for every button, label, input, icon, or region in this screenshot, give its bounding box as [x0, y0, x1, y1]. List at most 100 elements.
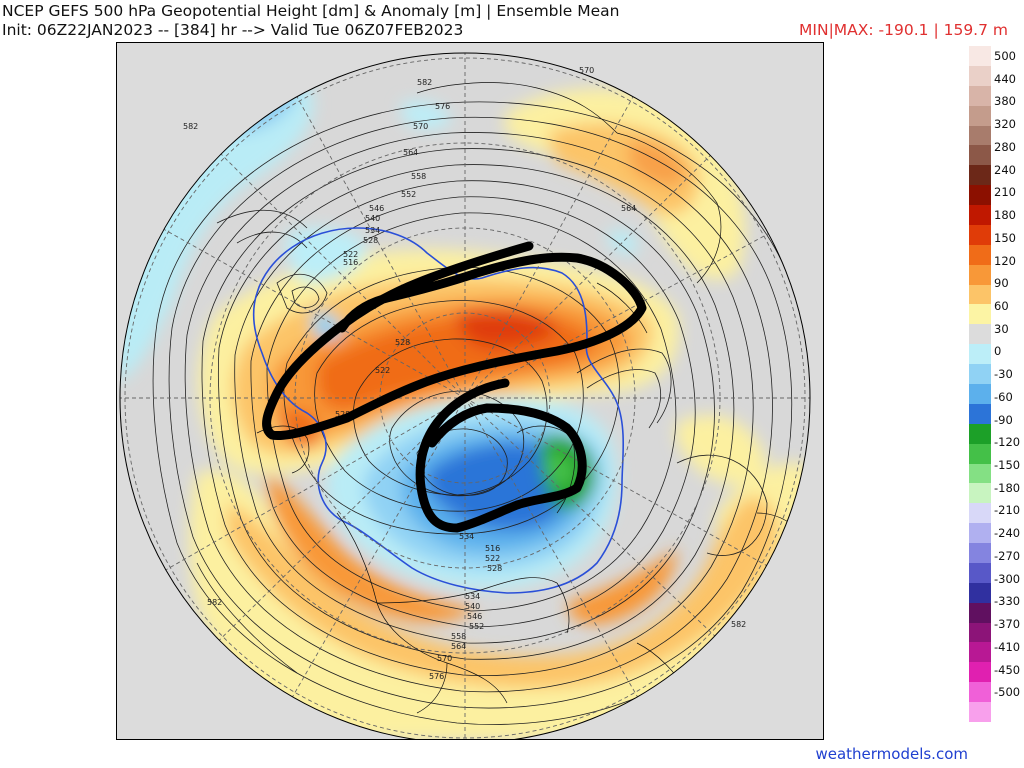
contour-label: 522	[343, 250, 358, 259]
coastlines	[176, 82, 808, 714]
colorbar-label: 210	[994, 185, 1016, 200]
contour-label: 552	[401, 190, 416, 199]
contour-label: 534	[365, 226, 380, 235]
colorbar-label: 320	[994, 117, 1016, 132]
colorbar-label: 440	[994, 71, 1016, 86]
contour-label: 534	[459, 532, 474, 541]
colorbar-swatch	[969, 682, 991, 703]
contour-label: 540	[365, 214, 380, 223]
contour-label: 570	[437, 654, 452, 663]
colorbar-swatch	[969, 562, 991, 584]
colorbar-label: -270	[994, 548, 1021, 563]
anomaly-shading	[120, 64, 810, 739]
colorbar-swatch	[969, 185, 991, 206]
contour-label: 582	[417, 78, 432, 87]
contour-label: 570	[413, 122, 428, 131]
contour-labels: 582 576 570 564 558 552 546 540 534 528 …	[183, 66, 746, 681]
colorbar-label: -450	[994, 662, 1021, 677]
colorbar-swatch	[969, 384, 991, 405]
colorbar-label: 280	[994, 139, 1016, 154]
colorbar-swatch	[969, 622, 991, 643]
colorbar-label: -210	[994, 503, 1021, 518]
colorbar-label: 90	[994, 276, 1009, 291]
colorbar-swatch	[969, 85, 991, 107]
colorbar-swatch	[969, 205, 991, 226]
contour-label: 528	[335, 410, 350, 419]
contour-label: 558	[411, 172, 426, 181]
contour-label: 528	[395, 338, 410, 347]
colorbar-swatch	[969, 503, 991, 524]
contour-label: 516	[485, 544, 500, 553]
contour-label: 558	[451, 632, 466, 641]
colorbar-swatch	[969, 582, 991, 604]
colorbar-swatch	[969, 543, 991, 564]
colorbar-label: 380	[994, 94, 1016, 109]
colorbar-swatch	[969, 702, 991, 723]
colorbar-swatch	[969, 304, 991, 325]
colorbar-label: 30	[994, 321, 1009, 336]
colorbar-swatch	[969, 224, 991, 246]
colorbar-swatch	[969, 65, 991, 87]
colorbar-swatch	[969, 264, 991, 286]
colorbar-label: -150	[994, 458, 1021, 472]
colorbar-swatch	[969, 662, 991, 683]
anomaly-map: 582 576 570 564 558 552 546 540 534 528 …	[117, 43, 823, 739]
colorbar-swatch	[969, 244, 991, 266]
colorbar-label: -30	[994, 367, 1013, 382]
contour-label: 516	[343, 258, 358, 267]
colorbar-swatch	[969, 483, 991, 504]
colorbar-label: 240	[994, 162, 1016, 177]
colorbar-label: 180	[994, 208, 1016, 223]
highlight-contour	[252, 227, 625, 594]
contour-label: 582	[183, 122, 198, 131]
colorbar-swatch	[969, 423, 991, 445]
colorbar-swatch	[969, 105, 991, 127]
colorbar-swatch	[969, 463, 991, 484]
colorbar-swatch	[969, 642, 991, 663]
colorbar-swatch	[969, 324, 991, 345]
annotation-strokes	[262, 241, 647, 533]
colorbar-label: -300	[994, 571, 1021, 586]
colorbar-swatch	[969, 344, 991, 365]
contour-label: 582	[207, 598, 222, 607]
credit-link[interactable]: weathermodels.com	[815, 745, 968, 763]
colorbar-swatch	[969, 602, 991, 624]
colorbar-label: -500	[994, 685, 1021, 700]
colorbar-label: 60	[994, 298, 1009, 313]
colorbar-swatch	[969, 46, 991, 67]
colorbar-label: -240	[994, 526, 1021, 541]
contour-label: 522	[375, 366, 390, 375]
colorbar-swatch	[969, 364, 991, 385]
colorbar-label: -90	[994, 412, 1013, 427]
contour-label: 546	[467, 612, 482, 621]
colorbar-label: 150	[994, 230, 1016, 245]
contour-label: 546	[369, 204, 384, 213]
contour-label: 528	[487, 564, 502, 573]
colorbar-label: -120	[994, 435, 1021, 450]
graticule	[120, 53, 810, 739]
chart-title: NCEP GEFS 500 hPa Geopotential Height [d…	[2, 2, 620, 20]
colorbar-swatch	[969, 165, 991, 186]
colorbar-label: -180	[994, 480, 1021, 495]
contour-label: 564	[403, 148, 418, 157]
contour-label: 576	[435, 102, 450, 111]
init-valid-line: Init: 06Z22JAN2023 -- [384] hr --> Valid…	[2, 21, 464, 39]
colorbar-label: -60	[994, 389, 1013, 404]
contour-label: 552	[469, 622, 484, 631]
colorbar-label: 500	[994, 49, 1016, 63]
colorbar-swatch	[969, 403, 991, 425]
contour-label: 564	[621, 204, 636, 213]
disk-outline	[119, 52, 811, 739]
colorbar-swatch	[969, 284, 991, 305]
colorbar-swatch	[969, 145, 991, 166]
colorbar	[969, 46, 991, 723]
map-frame: 582 576 570 564 558 552 546 540 534 528 …	[116, 42, 824, 740]
contour-label: 570	[579, 66, 594, 75]
colorbar-swatch	[969, 443, 991, 465]
contour-label: 528	[363, 236, 378, 245]
colorbar-swatch	[969, 523, 991, 544]
colorbar-label: 0	[994, 344, 1002, 359]
contour-label: 564	[451, 642, 466, 651]
colorbar-swatch	[969, 125, 991, 146]
contour-label: 522	[485, 554, 500, 563]
